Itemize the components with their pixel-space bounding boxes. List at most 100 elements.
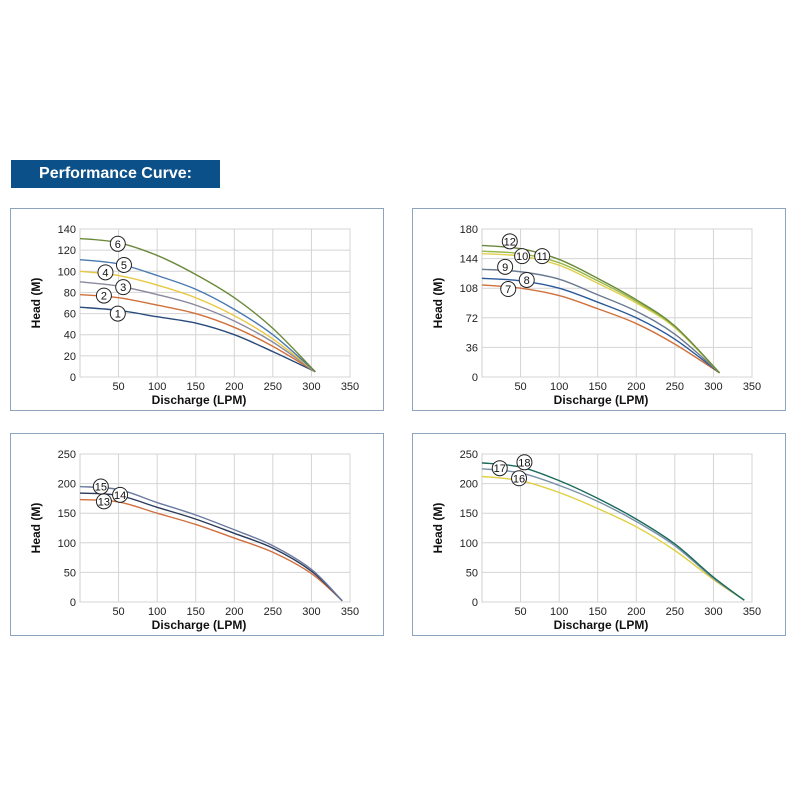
curve-9 xyxy=(481,268,721,374)
label-number: 9 xyxy=(502,262,508,274)
x-tick-label: 200 xyxy=(225,381,243,393)
label-number: 4 xyxy=(102,267,108,279)
curve-label-6: 6 xyxy=(109,235,126,252)
plot-area xyxy=(79,228,351,378)
x-tick-label: 150 xyxy=(187,381,205,393)
curve-label-8: 8 xyxy=(518,271,535,288)
curve-label-7: 7 xyxy=(500,281,517,298)
x-tick-label: 250 xyxy=(264,381,282,393)
y-tick-label: 200 xyxy=(460,479,478,491)
y-tick-label: 180 xyxy=(460,224,478,236)
x-tick-label: 200 xyxy=(225,606,243,618)
x-tick-label: 300 xyxy=(302,381,320,393)
chart-panel-3: 0 50 100 150 200 250 50 100 150 200 250 300 350 Disch… xyxy=(10,433,384,636)
curve-label-2: 2 xyxy=(95,287,112,304)
x-tick-label: 150 xyxy=(589,606,607,618)
label-circle xyxy=(109,305,126,322)
label-circle xyxy=(92,478,109,495)
section-title: Performance Curve: xyxy=(11,160,220,188)
chart-1: 0 20 40 60 80 100 120 140 50 100 150 200 250 300 350 Di… xyxy=(29,224,359,407)
x-tick-label: 150 xyxy=(589,381,607,393)
curve-7 xyxy=(481,284,720,374)
y-axis-title: Head (M) xyxy=(29,503,43,554)
curve-label-14: 14 xyxy=(112,486,129,503)
curve-label-10: 10 xyxy=(514,248,531,265)
chart-panel-1: 0 20 40 60 80 100 120 140 50 100 150 200 250 300 350 Di… xyxy=(10,208,384,411)
label-number: 16 xyxy=(513,473,525,485)
curve-label-18: 18 xyxy=(516,454,533,471)
y-axis-title: Head (M) xyxy=(431,503,445,554)
curve-label-9: 9 xyxy=(497,258,514,275)
label-circle xyxy=(115,256,132,273)
y-tick-label: 72 xyxy=(466,313,478,325)
x-axis-title: Discharge (LPM) xyxy=(554,393,649,407)
x-tick-label: 100 xyxy=(148,606,166,618)
label-number: 10 xyxy=(516,251,528,263)
y-axis-title: Head (M) xyxy=(431,278,445,329)
y-tick-label: 150 xyxy=(58,508,76,520)
y-tick-label: 108 xyxy=(460,283,478,295)
x-axis-title: Discharge (LPM) xyxy=(152,393,247,407)
x-tick-label: 50 xyxy=(112,606,124,618)
y-tick-label: 0 xyxy=(70,597,76,609)
curve-2 xyxy=(79,293,316,373)
label-number: 11 xyxy=(536,251,547,263)
label-circle xyxy=(115,279,132,296)
x-tick-label: 100 xyxy=(148,381,166,393)
label-number: 3 xyxy=(120,282,126,294)
label-circle xyxy=(501,233,518,250)
label-number: 1 xyxy=(115,309,121,321)
x-tick-label: 350 xyxy=(341,381,359,393)
y-tick-label: 200 xyxy=(58,479,76,491)
y-tick-label: 36 xyxy=(466,342,478,354)
plot-area xyxy=(79,453,351,603)
label-circle xyxy=(491,460,508,477)
label-number: 13 xyxy=(98,496,110,508)
label-number: 17 xyxy=(494,463,506,475)
x-axis-title: Discharge (LPM) xyxy=(554,618,649,632)
curve-label-12: 12 xyxy=(501,233,518,250)
y-tick-label: 100 xyxy=(58,266,76,278)
curve-label-3: 3 xyxy=(115,279,132,296)
x-axis-title: Discharge (LPM) xyxy=(152,618,247,632)
y-tick-label: 250 xyxy=(460,449,478,461)
chart-panel-4: 0 50 100 150 200 250 50 100 150 200 250 300 350 Disch… xyxy=(412,433,786,636)
label-circle xyxy=(514,248,531,265)
label-circle xyxy=(516,454,533,471)
y-tick-label: 144 xyxy=(460,254,478,266)
y-tick-label: 100 xyxy=(460,538,478,550)
label-number: 12 xyxy=(504,236,516,248)
x-tick-label: 300 xyxy=(302,606,320,618)
y-axis-title: Head (M) xyxy=(29,278,43,329)
curve-4 xyxy=(79,270,316,373)
x-tick-label: 100 xyxy=(550,381,568,393)
x-tick-label: 150 xyxy=(187,606,205,618)
x-tick-label: 50 xyxy=(514,606,526,618)
x-tick-label: 200 xyxy=(627,606,645,618)
y-tick-label: 100 xyxy=(58,538,76,550)
curve-label-15: 15 xyxy=(92,478,109,495)
label-circle xyxy=(95,287,112,304)
label-circle xyxy=(518,271,535,288)
chart-3: 0 50 100 150 200 250 50 100 150 200 250 300 350 Disch… xyxy=(29,449,359,632)
x-tick-label: 50 xyxy=(514,381,526,393)
label-number: 18 xyxy=(518,457,530,469)
label-number: 15 xyxy=(95,482,107,494)
label-number: 14 xyxy=(114,490,126,502)
chart-panel-2: 0 36 72 108 144 180 50 100 150 200 250 300 350 Discha… xyxy=(412,208,786,411)
curve-label-4: 4 xyxy=(97,264,114,281)
x-tick-label: 200 xyxy=(627,381,645,393)
x-tick-label: 50 xyxy=(112,381,124,393)
curve-label-13: 13 xyxy=(95,493,112,510)
x-tick-label: 250 xyxy=(666,381,684,393)
y-tick-label: 50 xyxy=(466,567,478,579)
y-tick-label: 40 xyxy=(64,330,76,342)
curve-label-17: 17 xyxy=(491,460,508,477)
y-tick-label: 80 xyxy=(64,287,76,299)
label-circle xyxy=(112,486,129,503)
y-tick-label: 0 xyxy=(472,597,478,609)
curve-label-16: 16 xyxy=(511,470,528,487)
x-tick-label: 350 xyxy=(743,606,761,618)
y-tick-label: 120 xyxy=(58,245,76,257)
label-number: 5 xyxy=(121,260,127,272)
